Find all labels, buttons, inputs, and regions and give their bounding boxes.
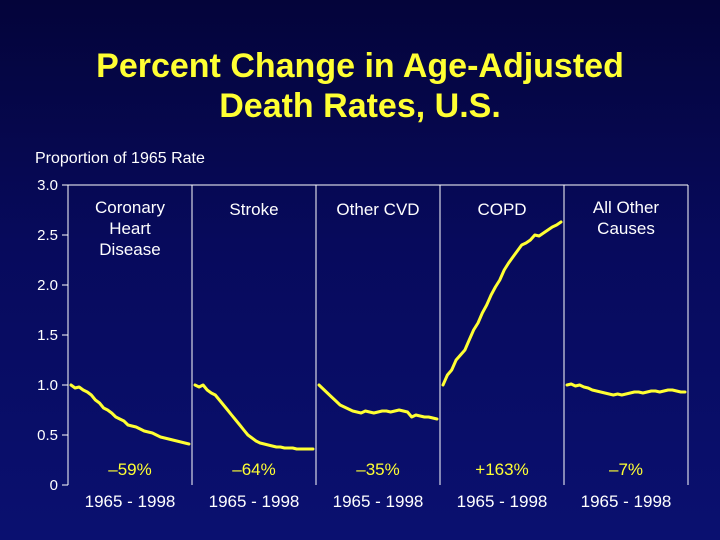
- panel-title-line: Other CVD: [336, 200, 419, 219]
- panel-title-line: Coronary: [95, 198, 165, 217]
- period-label: 1965 - 1998: [209, 492, 300, 511]
- y-tick-label: 0.5: [37, 427, 58, 444]
- series-line: [317, 383, 439, 421]
- panel-title-line: Heart: [109, 219, 151, 238]
- panel-coronary-heart-disease: Coronary Heart Disease –59% 1965 - 1998: [69, 185, 193, 511]
- panel-stroke: Stroke –64% 1965 - 1998: [193, 185, 317, 511]
- y-axis-label: Proportion of 1965 Rate: [35, 150, 205, 167]
- chart-title: Percent Change in Age-Adjusted Death Rat…: [60, 46, 660, 126]
- panel-title-line: Stroke: [229, 200, 278, 219]
- period-label: 1965 - 1998: [85, 492, 176, 511]
- y-tick-label: 3.0: [37, 177, 58, 194]
- period-label: 1965 - 1998: [457, 492, 548, 511]
- series-line: [69, 383, 191, 446]
- percent-change-label: –35%: [356, 460, 399, 479]
- y-tick-label: 0: [50, 477, 58, 494]
- y-tick-label: 1.0: [37, 377, 58, 394]
- percent-change-label: +163%: [475, 460, 528, 479]
- series-line: [441, 220, 563, 387]
- percent-change-label: –59%: [108, 460, 151, 479]
- chart-title-line-1: Percent Change in Age-Adjusted: [96, 47, 624, 85]
- y-tick-label: 2.5: [37, 227, 58, 244]
- period-label: 1965 - 1998: [581, 492, 672, 511]
- panel-title-line: Causes: [597, 219, 655, 238]
- panel-title-line: COPD: [477, 200, 526, 219]
- period-label: 1965 - 1998: [333, 492, 424, 511]
- percent-change-label: –64%: [232, 460, 275, 479]
- panel-title-line: All Other: [593, 198, 659, 217]
- y-tick-label: 1.5: [37, 327, 58, 344]
- panel-copd: COPD +163% 1965 - 1998: [441, 185, 565, 511]
- panel-all-other-causes: All Other Causes –7% 1965 - 1998: [565, 185, 689, 511]
- chart-title-line-2: Death Rates, U.S.: [219, 87, 501, 125]
- series-line: [565, 382, 687, 397]
- panel-other-cvd: Other CVD –35% 1965 - 1998: [317, 185, 441, 511]
- panel-title-line: Disease: [99, 240, 160, 259]
- y-tick-label: 2.0: [37, 277, 58, 294]
- percent-change-label: –7%: [609, 460, 643, 479]
- series-line: [193, 383, 315, 451]
